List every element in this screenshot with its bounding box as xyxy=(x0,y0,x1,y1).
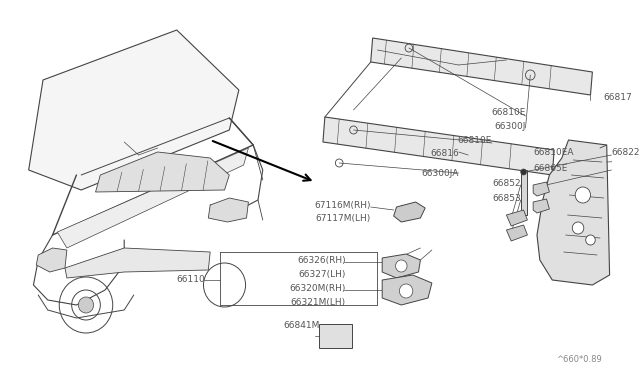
Text: 66326(RH): 66326(RH) xyxy=(297,256,346,264)
Text: 66852: 66852 xyxy=(492,179,521,187)
Polygon shape xyxy=(65,248,210,278)
Text: ^660*0.89: ^660*0.89 xyxy=(556,355,602,364)
Text: 66321M(LH): 66321M(LH) xyxy=(291,298,346,308)
Polygon shape xyxy=(29,30,239,190)
Polygon shape xyxy=(36,248,67,272)
Polygon shape xyxy=(208,198,248,222)
Text: 66300J: 66300J xyxy=(494,122,525,131)
Text: 66810E: 66810E xyxy=(491,108,525,116)
Text: 66816: 66816 xyxy=(430,148,459,157)
Polygon shape xyxy=(506,225,527,241)
Text: 66865E: 66865E xyxy=(533,164,568,173)
Polygon shape xyxy=(382,254,420,278)
Polygon shape xyxy=(506,210,527,226)
Polygon shape xyxy=(537,140,609,285)
Text: 66300JA: 66300JA xyxy=(421,169,459,177)
Circle shape xyxy=(396,260,407,272)
Text: 66810EA: 66810EA xyxy=(533,148,573,157)
Circle shape xyxy=(572,222,584,234)
Text: 66110: 66110 xyxy=(177,276,205,285)
Polygon shape xyxy=(533,199,549,213)
Polygon shape xyxy=(58,148,248,248)
Polygon shape xyxy=(533,182,549,196)
Text: 66320M(RH): 66320M(RH) xyxy=(289,285,346,294)
Text: 66853: 66853 xyxy=(492,193,521,202)
Circle shape xyxy=(575,187,591,203)
Text: 67117M(LH): 67117M(LH) xyxy=(316,214,371,222)
Polygon shape xyxy=(95,152,229,192)
Polygon shape xyxy=(382,275,432,305)
Text: 66817: 66817 xyxy=(604,93,632,102)
Polygon shape xyxy=(371,38,593,95)
Circle shape xyxy=(521,169,527,175)
Circle shape xyxy=(586,235,595,245)
Text: 66810E: 66810E xyxy=(458,135,492,144)
Text: 66841M: 66841M xyxy=(284,321,320,330)
Polygon shape xyxy=(394,202,425,222)
Polygon shape xyxy=(521,170,527,215)
Circle shape xyxy=(78,297,93,313)
Circle shape xyxy=(399,284,413,298)
Text: 66327(LH): 66327(LH) xyxy=(298,269,346,279)
Text: 66822: 66822 xyxy=(611,148,640,157)
FancyBboxPatch shape xyxy=(319,324,351,348)
Polygon shape xyxy=(323,117,554,175)
Text: 67116M(RH): 67116M(RH) xyxy=(314,201,371,209)
